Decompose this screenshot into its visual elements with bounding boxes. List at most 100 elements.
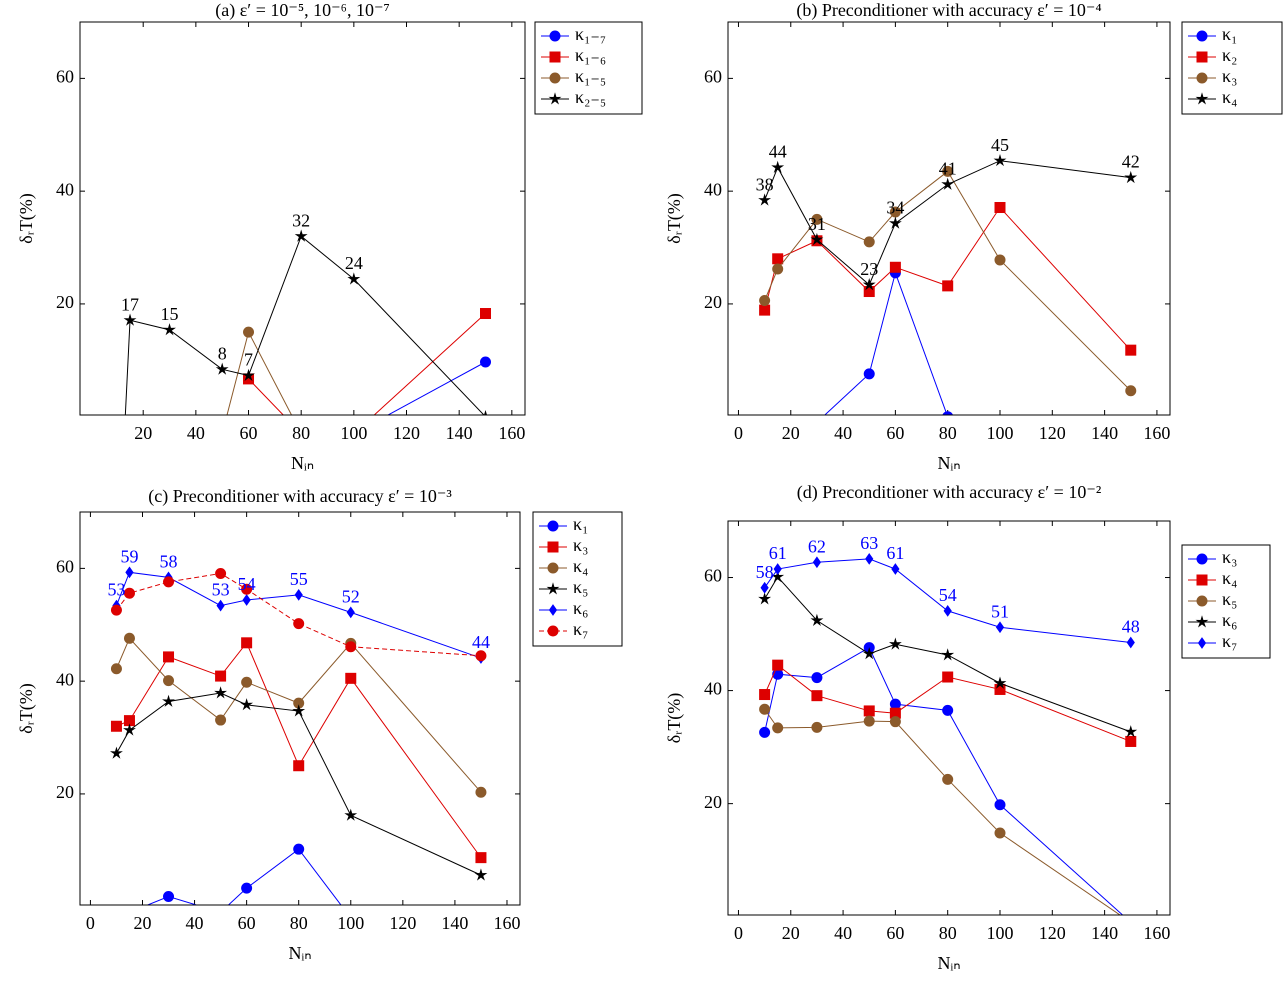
series-line	[116, 641, 482, 858]
y-axis-label: δᵣT(%)	[664, 693, 685, 744]
y-axis-label: δᵣT(%)	[16, 193, 37, 244]
y-tick-label: 60	[704, 67, 722, 87]
data-label: 44	[472, 632, 490, 652]
data-point	[345, 672, 357, 684]
data-point	[994, 683, 1006, 695]
data-point	[889, 716, 901, 728]
data-point	[294, 589, 303, 601]
legend-marker	[1195, 615, 1209, 628]
plot-frame	[79, 21, 526, 416]
data-point	[942, 411, 953, 415]
data-label: 58	[160, 552, 178, 572]
series-line	[146, 848, 342, 905]
chart-title: (d) Preconditioner with accuracy ε′ = 10…	[797, 482, 1101, 503]
data-label: 15	[161, 304, 179, 324]
data-label: 17	[121, 294, 139, 314]
legend-label: κ₂₋₅	[575, 87, 606, 107]
legend-label: κ₃	[1222, 66, 1237, 86]
plot-area	[123, 229, 492, 415]
series-line	[764, 576, 1131, 733]
data-label: 51	[991, 601, 1009, 621]
data-point	[811, 213, 823, 225]
y-tick-label: 40	[704, 179, 722, 199]
legend: κ₁₋₇κ₁₋₆κ₁₋₅κ₂₋₅	[534, 21, 643, 115]
data-point	[1126, 636, 1135, 649]
data-point	[994, 254, 1006, 266]
legend-marker	[548, 92, 562, 105]
data-label: 53	[107, 580, 125, 600]
data-point	[758, 193, 772, 206]
x-tick-label: 20	[782, 923, 800, 943]
data-point	[1125, 385, 1137, 397]
data-point	[810, 232, 824, 246]
data-point	[888, 637, 902, 650]
x-tick-label: 140	[1091, 423, 1118, 443]
x-tick-label: 0	[86, 913, 95, 933]
series-line	[124, 235, 485, 415]
data-point	[475, 650, 487, 662]
data-label: 58	[756, 562, 774, 582]
series-line	[824, 271, 948, 415]
y-tick-label: 40	[704, 679, 722, 699]
data-point	[993, 676, 1007, 689]
data-point	[811, 690, 823, 702]
legend-marker	[1196, 553, 1208, 565]
legend-marker	[1195, 92, 1209, 105]
data-point	[863, 236, 875, 248]
data-label: 44	[769, 142, 787, 162]
legend-marker	[547, 541, 559, 553]
data-point	[123, 587, 135, 599]
data-point	[759, 689, 771, 701]
data-label: 24	[345, 253, 363, 273]
data-point	[240, 698, 254, 711]
x-tick-label: 160	[493, 913, 520, 933]
data-point	[995, 621, 1005, 634]
legend-marker	[548, 604, 558, 616]
legend-marker	[549, 51, 561, 63]
data-point	[772, 263, 784, 275]
plot-area	[758, 153, 1138, 415]
data-point	[888, 216, 902, 229]
data-label: 63	[860, 533, 878, 553]
chart-title: (a) ε′ = 10⁻⁵, 10⁻⁶, 10⁻⁷	[215, 0, 389, 21]
legend-label: κ₇	[573, 619, 588, 639]
x-tick-label: 100	[340, 423, 367, 443]
legend-marker	[546, 582, 560, 595]
data-point	[292, 704, 306, 717]
data-point	[811, 672, 823, 684]
data-point	[943, 605, 952, 617]
x-axis-label: Nᵢₙ	[937, 453, 960, 473]
x-tick-label: 40	[834, 423, 852, 443]
series-line	[764, 558, 1131, 644]
chart-title: (c) Preconditioner with accuracy ε′ = 10…	[148, 486, 452, 507]
data-point	[163, 891, 175, 903]
series-line	[764, 664, 1131, 742]
data-point	[889, 698, 901, 710]
x-tick-label: 60	[886, 923, 904, 943]
data-point	[347, 272, 361, 285]
data-point	[163, 323, 176, 336]
data-point	[863, 368, 875, 380]
x-tick-label: 120	[393, 423, 420, 443]
data-point	[891, 563, 900, 575]
data-point	[215, 670, 227, 682]
series-line	[764, 160, 1131, 286]
x-tick-label: 20	[134, 423, 152, 443]
legend-marker	[547, 625, 559, 637]
data-point	[941, 648, 955, 661]
data-point	[110, 604, 122, 616]
data-point	[810, 613, 824, 626]
x-tick-label: 100	[337, 913, 364, 933]
data-point	[243, 326, 255, 338]
data-point	[811, 721, 823, 733]
y-tick-label: 60	[56, 557, 74, 577]
data-point	[1125, 344, 1137, 356]
data-point	[162, 694, 175, 707]
x-axis-label: Nᵢₙ	[291, 453, 314, 473]
x-tick-label: 140	[441, 913, 468, 933]
data-point	[242, 368, 255, 381]
x-tick-label: 0	[734, 923, 743, 943]
legend-marker	[1196, 51, 1208, 63]
subplot: (c) Preconditioner with accuracy ε′ = 10…	[16, 486, 623, 963]
